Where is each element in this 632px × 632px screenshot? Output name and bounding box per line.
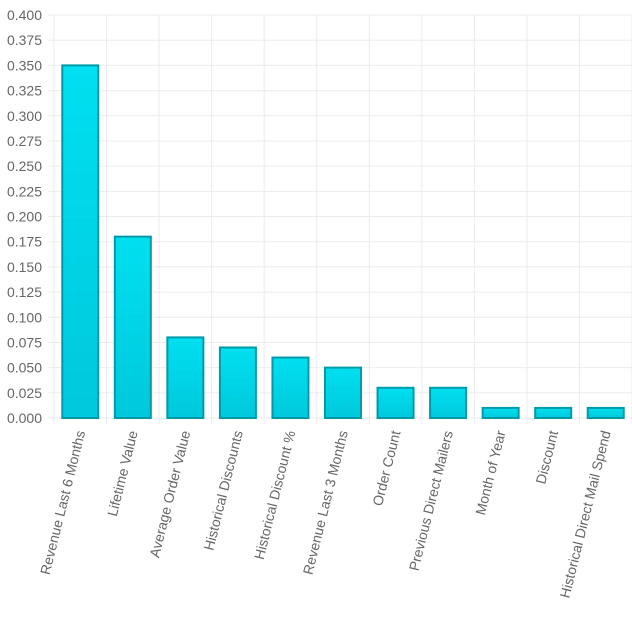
y-tick-label: 0.275 — [7, 133, 42, 149]
bar — [166, 336, 205, 419]
y-tick-label: 0.025 — [7, 385, 42, 401]
bars — [61, 64, 625, 420]
x-tick-label: Revenue Last 6 Months — [37, 429, 88, 576]
y-tick-label: 0.175 — [7, 234, 42, 250]
bar — [271, 356, 310, 419]
y-tick-label: 0.325 — [7, 83, 42, 99]
x-tick-label: Average Order Value — [146, 429, 193, 559]
x-tick-label: Historical Direct Mail Spend — [557, 429, 614, 600]
y-tick-label: 0.350 — [7, 57, 42, 73]
y-axis: 0.000 0.025 0.050 0.075 0.100 0.125 0.150 0.175… — [7, 7, 42, 426]
y-tick-label: 0.225 — [7, 183, 42, 199]
bar — [324, 366, 362, 419]
bar — [376, 386, 415, 419]
bar — [534, 406, 573, 419]
x-tick-label: Order Count — [369, 429, 403, 508]
bar — [113, 235, 152, 419]
y-tick-label: 0.050 — [7, 360, 42, 376]
y-tick-label: 0.150 — [7, 259, 42, 275]
x-tick-label: Historical Discount % — [251, 429, 299, 561]
y-tick-label: 0.100 — [7, 309, 42, 325]
y-tick-label: 0.075 — [7, 334, 42, 350]
bar — [61, 64, 100, 419]
y-tick-label: 0.200 — [7, 209, 42, 225]
y-tick-label: 0.250 — [7, 158, 42, 174]
y-tick-label: 0.000 — [7, 410, 42, 426]
bar — [429, 386, 468, 419]
bar — [586, 406, 625, 419]
y-tick-label: 0.125 — [7, 284, 42, 300]
x-axis: Revenue Last 6 Months Lifetime Value Avera… — [37, 429, 614, 600]
x-tick-label: Month of Year — [472, 429, 509, 517]
y-tick-label: 0.375 — [7, 32, 42, 48]
x-tick-label: Historical Discounts — [201, 429, 246, 552]
y-tick-label: 0.300 — [7, 108, 42, 124]
x-tick-label: Discount — [532, 429, 561, 486]
y-tick-label: 0.400 — [7, 7, 42, 23]
x-tick-label: Lifetime Value — [104, 429, 141, 518]
bar — [218, 346, 257, 420]
x-tick-label: Revenue Last 3 Months — [300, 429, 351, 576]
bar — [481, 406, 520, 419]
x-tick-label: Previous Direct Mailers — [406, 429, 456, 573]
